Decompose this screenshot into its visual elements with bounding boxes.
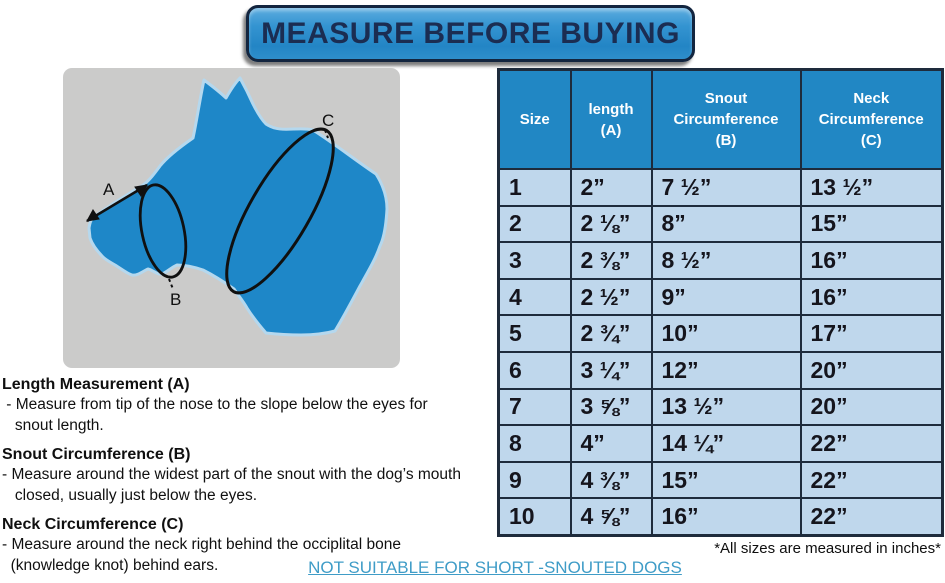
cell-neck: 20” [799, 350, 944, 390]
cell-length: 3 ⅝” [569, 387, 653, 427]
table-row: 6 3 ¼” 12” 20” [497, 350, 944, 390]
table-row: 3 2 ⅜” 8 ½” 16” [497, 241, 944, 280]
table-row: 8 4” 14 ¼” 22” [497, 424, 944, 463]
cell-length: 3 ¼” [569, 350, 653, 390]
dog-measurement-diagram: A B C [63, 68, 400, 368]
cell-snout: 12” [650, 350, 802, 390]
length-arrow-a [86, 183, 148, 223]
cell-length: 2 ⅛” [569, 204, 653, 244]
banner-label: MEASURE BEFORE BUYING [261, 16, 680, 50]
instruction-line: closed, usually just below the eyes. [2, 486, 258, 504]
dog-diagram-svg: A B C [86, 76, 389, 337]
cell-neck: 22” [799, 460, 944, 500]
instruction-line: - Measure around the neck right behind t… [2, 536, 401, 553]
snout-ellipse-b [138, 183, 188, 279]
col-header-snout: Snout Circumference (B) [650, 68, 802, 170]
cell-snout: 8” [650, 204, 802, 244]
diagram-label-a: A [103, 180, 115, 199]
instruction-line: - Measure from tip of the nose to the sl… [2, 396, 428, 413]
cell-size: 10 [497, 497, 572, 537]
table-row: 1 2” 7 ½” 13 ½” [497, 168, 944, 207]
cell-length: 2 ⅜” [569, 241, 653, 280]
cell-neck: 13 ½” [799, 168, 944, 207]
cell-length: 4 ⅝” [569, 497, 653, 537]
instruction-line: snout length. [2, 416, 104, 434]
measure-before-buying-banner: MEASURE BEFORE BUYING [246, 5, 695, 62]
snout-ellipse-b-tick [168, 278, 174, 290]
cell-length: 4 ⅜” [569, 460, 653, 500]
cell-size: 6 [497, 350, 572, 390]
cell-size: 9 [497, 460, 572, 500]
sizes-footnote: *All sizes are measured in inches* [714, 540, 941, 557]
col-header-length: length (A) [569, 68, 653, 170]
cell-neck: 20” [799, 387, 944, 427]
cell-length: 2” [569, 168, 653, 207]
cell-size: 3 [497, 241, 572, 280]
instruction-line: (knowledge knot) behind ears. [2, 556, 219, 574]
table-row: 10 4 ⅝” 16” 22” [497, 497, 944, 537]
instruction-heading-length: Length Measurement (A) [2, 376, 190, 393]
cell-snout: 15” [650, 460, 802, 500]
diagram-label-c: C [322, 111, 334, 130]
table-row: 2 2 ⅛” 8” 15” [497, 204, 944, 244]
neck-ellipse-c-tick [324, 129, 329, 139]
neck-ellipse-c [225, 127, 335, 295]
instruction-heading-neck: Neck Circumference (C) [2, 516, 184, 533]
cell-snout: 8 ½” [650, 241, 802, 280]
cell-size: 5 [497, 314, 572, 353]
instruction-heading-snout: Snout Circumference (B) [2, 446, 191, 463]
dog-head-silhouette [87, 76, 389, 337]
table-row: 9 4 ⅜” 15” 22” [497, 460, 944, 500]
cell-snout: 7 ½” [650, 168, 802, 207]
instruction-line: - Measure around the widest part of the … [2, 466, 461, 483]
table-row: 4 2 ½” 9” 16” [497, 277, 944, 317]
cell-snout: 13 ½” [650, 387, 802, 427]
cell-neck: 17” [799, 314, 944, 353]
table-header-row: Size length (A) Snout Circumference (B) … [497, 68, 944, 170]
cell-length: 2 ¾” [569, 314, 653, 353]
cell-neck: 22” [799, 497, 944, 537]
cell-size: 7 [497, 387, 572, 427]
cell-size: 4 [497, 277, 572, 317]
cell-snout: 9” [650, 277, 802, 317]
cell-snout: 14 ¼” [650, 424, 802, 463]
col-header-size: Size [497, 68, 572, 170]
cell-neck: 16” [799, 277, 944, 317]
cell-neck: 22” [799, 424, 944, 463]
cell-neck: 15” [799, 204, 944, 244]
cell-snout: 10” [650, 314, 802, 353]
short-snout-warning: NOT SUITABLE FOR SHORT -SNOUTED DOGS [308, 558, 682, 577]
cell-size: 2 [497, 204, 572, 244]
measurement-instructions: Length Measurement (A) - Measure from ti… [2, 374, 492, 576]
cell-neck: 16” [799, 241, 944, 280]
table-row: 7 3 ⅝” 13 ½” 20” [497, 387, 944, 427]
cell-snout: 16” [650, 497, 802, 537]
col-header-neck: Neck Circumference (C) [799, 68, 944, 170]
cell-length: 4” [569, 424, 653, 463]
diagram-label-b: B [170, 290, 181, 309]
cell-length: 2 ½” [569, 277, 653, 317]
cell-size: 8 [497, 424, 572, 463]
cell-size: 1 [497, 168, 572, 207]
size-chart-table: Size length (A) Snout Circumference (B) … [497, 68, 944, 537]
table-row: 5 2 ¾” 10” 17” [497, 314, 944, 353]
